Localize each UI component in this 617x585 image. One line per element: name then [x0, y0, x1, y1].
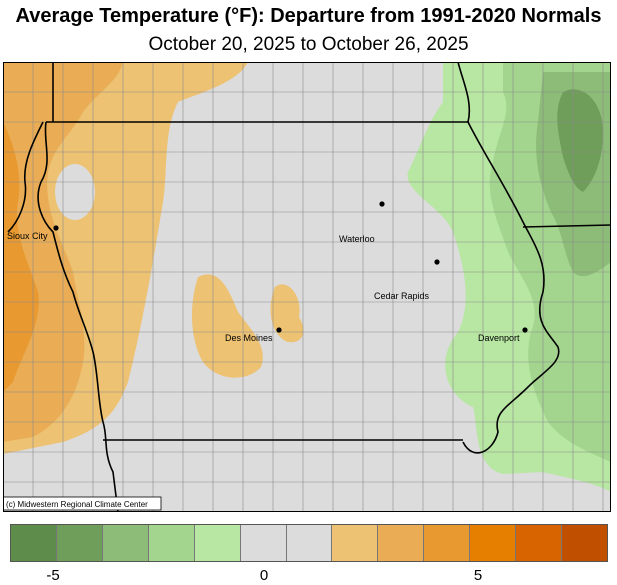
legend-swatch: [332, 525, 379, 561]
city-dot-davenport: [522, 327, 528, 333]
city-label-cedar-rapids: Cedar Rapids: [374, 291, 430, 301]
county-lines: [3, 62, 611, 512]
legend-swatch: [11, 525, 57, 561]
neutral-patch-west: [55, 164, 95, 220]
city-dot-waterloo: [379, 201, 385, 207]
legend-tick-minus5: -5: [46, 567, 60, 584]
map-title: Average Temperature (°F): Departure from…: [15, 5, 602, 27]
city-label-davenport: Davenport: [478, 333, 520, 343]
city-dot-cedar-rapids: [434, 259, 440, 265]
legend-swatch: [286, 525, 333, 561]
city-label-sioux-city: Sioux City: [7, 231, 48, 241]
map-border: [3, 62, 611, 512]
map-subtitle: October 20, 2025 to October 26, 2025: [148, 34, 469, 55]
color-legend: [10, 524, 608, 562]
city-label-waterloo: Waterloo: [339, 234, 375, 244]
city-dot-des-moines: [276, 327, 282, 333]
credit-box: [3, 496, 162, 511]
legend-swatch: [240, 525, 287, 561]
state-boundaries: [7, 62, 611, 512]
city-markers: Sioux City Waterloo Cedar Rapids Des Moi…: [7, 201, 528, 343]
legend-swatch: [148, 525, 195, 561]
legend-swatch: [470, 525, 517, 561]
legend-swatch: [424, 525, 471, 561]
credit-text: (c) Midwestern Regional Climate Center: [6, 500, 148, 509]
legend-swatch: [194, 525, 241, 561]
warm-patch-central: [191, 274, 263, 378]
cool-region-east-darkest: [557, 89, 603, 192]
legend-tick-zero: 0: [259, 567, 269, 584]
legend-swatch: [56, 525, 103, 561]
city-dot-sioux-city: [53, 225, 59, 231]
legend-tick-5: 5: [473, 567, 483, 584]
city-label-des-moines: Des Moines: [225, 333, 273, 343]
warm-region-west-core: [3, 122, 39, 392]
legend-swatch: [378, 525, 425, 561]
temperature-map: Sioux City Waterloo Cedar Rapids Des Moi…: [3, 62, 611, 512]
legend-swatch: [562, 525, 607, 561]
legend-swatch: [516, 525, 563, 561]
legend-swatch: [102, 525, 149, 561]
